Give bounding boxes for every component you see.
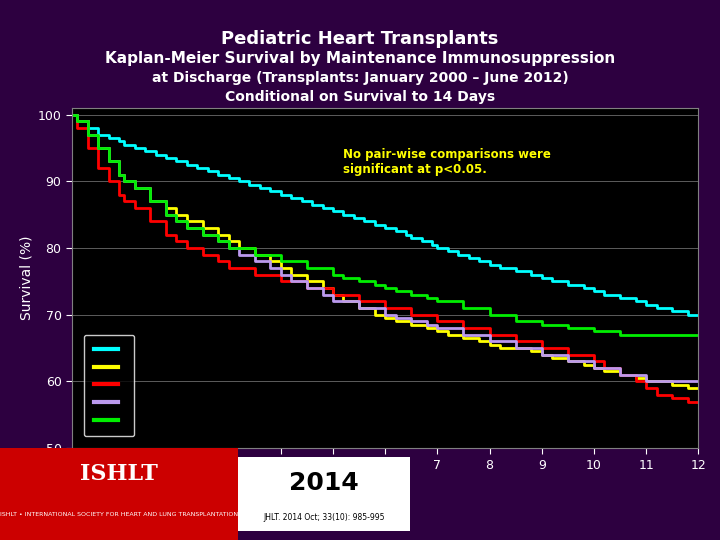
Text: JHLT. 2014 Oct; 33(10): 985-995: JHLT. 2014 Oct; 33(10): 985-995 [264, 512, 384, 522]
Text: at Discharge (Transplants: January 2000 – June 2012): at Discharge (Transplants: January 2000 … [152, 71, 568, 85]
X-axis label: Years: Years [367, 476, 403, 490]
Text: ISHLT: ISHLT [80, 463, 158, 485]
Legend: , , , , : , , , , [84, 335, 134, 436]
Text: 2014: 2014 [289, 471, 359, 495]
Bar [0, 448, 238, 540]
Text: Kaplan-Meier Survival by Maintenance Immunosuppression: Kaplan-Meier Survival by Maintenance Imm… [105, 51, 615, 66]
FancyBboxPatch shape [238, 457, 410, 531]
Text: No pair-wise comparisons were
significant at p<0.05.: No pair-wise comparisons were significan… [343, 148, 552, 176]
Text: ISHLT • INTERNATIONAL SOCIETY FOR HEART AND LUNG TRANSPLANTATION: ISHLT • INTERNATIONAL SOCIETY FOR HEART … [0, 512, 238, 517]
Text: Conditional on Survival to 14 Days: Conditional on Survival to 14 Days [225, 90, 495, 104]
Text: Pediatric Heart Transplants: Pediatric Heart Transplants [221, 30, 499, 48]
Y-axis label: Survival (%): Survival (%) [19, 236, 34, 320]
